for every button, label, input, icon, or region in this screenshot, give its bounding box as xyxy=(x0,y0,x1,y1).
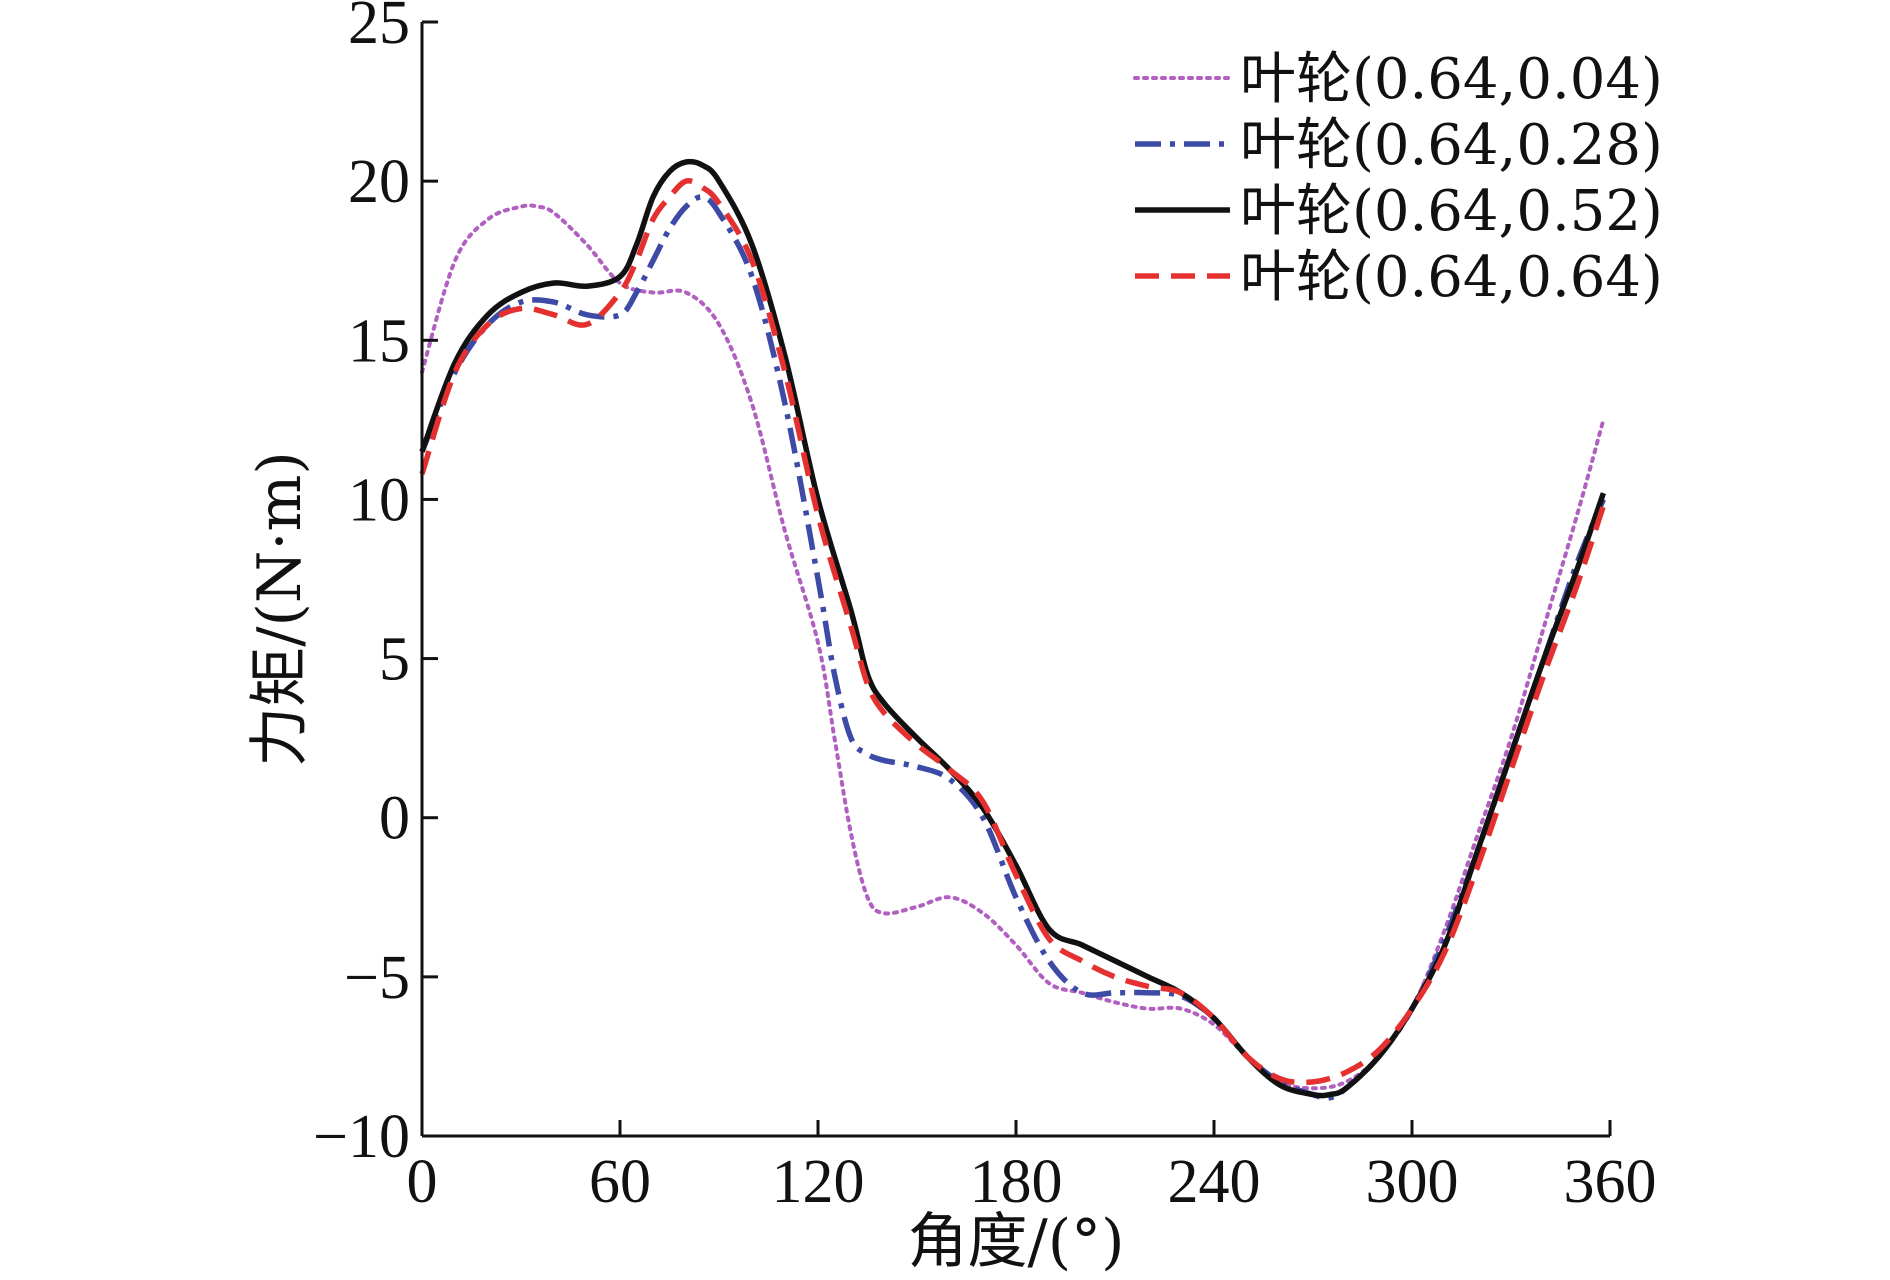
series-line-2 xyxy=(419,194,1606,1101)
x-tick-label: 300 xyxy=(1366,1148,1459,1216)
y-tick-label: 10 xyxy=(348,466,410,534)
y-tick-label: 0 xyxy=(379,785,410,853)
x-tick-label: 360 xyxy=(1564,1148,1657,1216)
legend-label-1: 叶轮(0.64,0.04) xyxy=(1240,47,1663,112)
series-line-4 xyxy=(419,178,1607,1086)
y-tick-label: 5 xyxy=(379,626,410,694)
legend-label-2: 叶轮(0.64,0.28) xyxy=(1240,113,1663,178)
x-tick-label: 240 xyxy=(1168,1148,1261,1216)
x-tick-label: 0 xyxy=(407,1148,438,1216)
series-line-3 xyxy=(419,158,1606,1099)
x-tick-label: 120 xyxy=(772,1148,865,1216)
series-layer xyxy=(419,158,1607,1101)
x-tick-label: 180 xyxy=(970,1148,1063,1216)
y-tick-label: −10 xyxy=(313,1103,410,1171)
x-axis-title: 角度/(°) xyxy=(907,1207,1124,1277)
series-line-1 xyxy=(420,203,1606,1091)
legend-label-4: 叶轮(0.64,0.64) xyxy=(1240,245,1663,310)
y-tick-label: −5 xyxy=(344,944,410,1012)
y-tick-label: 20 xyxy=(348,148,410,216)
y-axis-title: 力矩/(N·m) xyxy=(245,451,315,767)
y-tick-label: 15 xyxy=(348,307,410,375)
legend-label-3: 叶轮(0.64,0.52) xyxy=(1240,179,1663,244)
x-tick-label: 60 xyxy=(589,1148,651,1216)
ticks: 0 60 120 180 240 300 360 −10 −5 0 5 10 15 20 25 xyxy=(313,0,1656,1216)
y-tick-label: 25 xyxy=(348,0,410,57)
legend: 叶轮(0.64,0.04)叶轮(0.64,0.28)叶轮(0.64,0.52)叶… xyxy=(1133,47,1663,310)
